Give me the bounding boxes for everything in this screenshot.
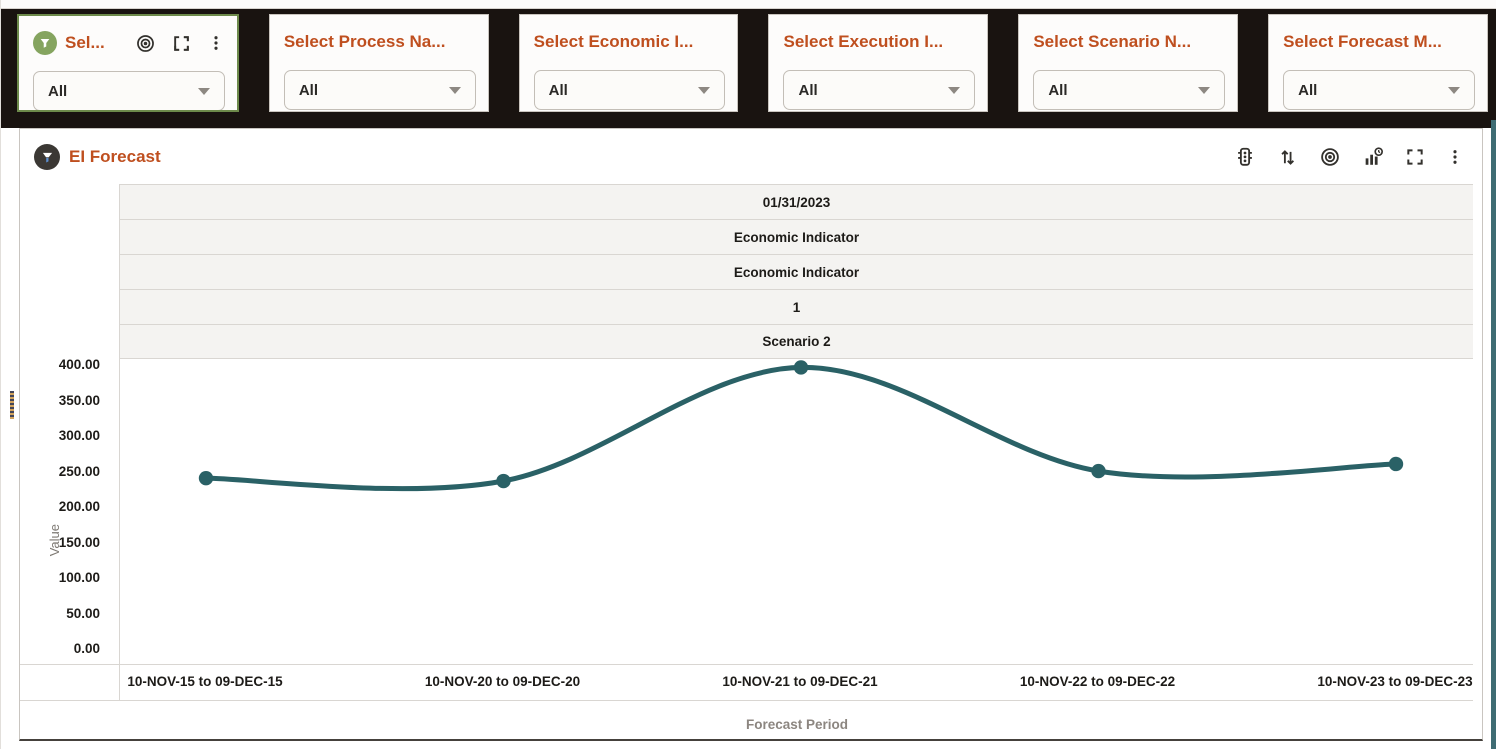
filter-card-process-name[interactable]: Select Process Na... All [268, 14, 489, 112]
filter-card-title: Select Scenario N... [1033, 32, 1192, 51]
filter-select-value: All [1298, 81, 1318, 99]
filter-card-title: Select Forecast M... [1283, 32, 1442, 51]
pivot-header-label: Economic Indicator [733, 229, 860, 245]
filter-card-execution-id[interactable]: Select Execution I... All [768, 14, 989, 112]
filter-select-value: All [798, 81, 818, 99]
pivot-header-row: 01/31/2023 [119, 184, 1473, 219]
maximize-icon[interactable] [1405, 147, 1425, 167]
panel-header: EI Forecast [34, 144, 161, 170]
pivot-header-row: Economic Indicator [119, 254, 1473, 289]
maximize-icon[interactable] [172, 34, 191, 53]
y-tick-label: 350.00 [58, 392, 100, 408]
filters-band: Sel... [1, 9, 1496, 128]
filter-select-value: All [1048, 81, 1068, 99]
menu-icon[interactable] [207, 34, 225, 52]
x-tick-label: 10-NOV-21 to 09-DEC-21 [722, 674, 878, 689]
chart-refresh-icon[interactable] [1362, 146, 1384, 168]
data-point[interactable] [1388, 456, 1404, 472]
splitter-drag-handle[interactable] [10, 391, 14, 419]
x-tick-label: 10-NOV-20 to 09-DEC-20 [424, 674, 581, 689]
filter-card-title: Select Economic I... [533, 32, 694, 51]
top-strip [1, 0, 1496, 9]
filter-select[interactable]: All [1283, 70, 1475, 110]
chart-canvas[interactable] [119, 359, 1475, 664]
caret-down-icon [698, 86, 711, 94]
filter-funnel-icon [33, 31, 57, 55]
panel-funnel-icon [34, 144, 60, 170]
filter-card-title: Sel... [65, 33, 105, 52]
y-tick-label: 0.00 [73, 641, 100, 656]
y-tick-label: 300.00 [58, 428, 100, 443]
filter-select[interactable]: All [283, 70, 476, 110]
filter-card-title: Select Execution I... [783, 32, 944, 51]
filter-card-economic-indicator[interactable]: Select Economic I... All [518, 14, 739, 112]
filter-select-value: All [548, 81, 568, 99]
x-tick-label: 10-NOV-15 to 09-DEC-15 [127, 674, 283, 689]
vertical-scrollbar[interactable] [1491, 120, 1496, 749]
y-axis-title: Value [47, 524, 62, 557]
panel-toolbar [1234, 146, 1464, 168]
data-point[interactable] [1091, 463, 1106, 479]
caret-down-icon [197, 87, 210, 95]
y-tick-label: 200.00 [58, 499, 100, 514]
menu-icon[interactable] [1446, 148, 1464, 166]
y-tick-label: 250.00 [58, 463, 100, 479]
filter-card-forecast-method[interactable]: Select Forecast M... All [1268, 14, 1488, 112]
filter-select-value: All [48, 82, 68, 100]
filter-select[interactable]: All [533, 70, 726, 110]
pivot-header-row: Scenario 2 [119, 324, 1473, 359]
pivot-header-label: 01/31/2023 [762, 194, 831, 210]
line-chart[interactable] [120, 359, 1476, 664]
series-line [203, 364, 1399, 492]
y-tick-label: 400.00 [58, 357, 100, 372]
caret-down-icon [1447, 86, 1460, 94]
filter-card-scenario-name[interactable]: Select Scenario N... All [1018, 14, 1239, 112]
ei-forecast-panel: EI Forecast [19, 128, 1483, 741]
filter-select[interactable]: All [1033, 70, 1226, 110]
y-tick-label: 50.00 [66, 605, 100, 621]
y-tick-label: 100.00 [58, 570, 100, 585]
traffic-light-icon[interactable] [1234, 146, 1256, 168]
y-tick-label: 150.00 [58, 534, 100, 550]
pivot-header-label: Economic Indicator [733, 264, 860, 280]
filter-card-title: Select Process Na... [283, 32, 446, 51]
pivot-header-row: Economic Indicator [119, 219, 1473, 254]
target-icon[interactable] [1319, 146, 1341, 168]
filter-card-select[interactable]: Sel... [17, 14, 239, 112]
data-point[interactable] [198, 470, 214, 486]
caret-down-icon [448, 86, 461, 94]
filter-select-value: All [298, 81, 318, 99]
caret-down-icon [1198, 86, 1211, 94]
caret-down-icon [948, 86, 961, 94]
data-point[interactable] [793, 360, 809, 375]
panel-title: EI Forecast [69, 147, 161, 166]
sort-icon[interactable] [1277, 147, 1298, 168]
pivot-header-label: Scenario 2 [762, 334, 831, 349]
axis-gutter-divider [119, 665, 120, 700]
x-tick-label: 10-NOV-23 to 09-DEC-23 [1317, 674, 1473, 689]
filter-select[interactable]: All [33, 71, 225, 110]
x-axis-title: Forecast Period [745, 717, 849, 732]
pivot-header-row: 1 [119, 289, 1473, 324]
pivot-header-label: 1 [792, 299, 801, 315]
filter-select[interactable]: All [783, 70, 976, 110]
x-tick-label: 10-NOV-22 to 09-DEC-22 [1019, 674, 1176, 689]
y-axis-labels: 0.00 50.00 100.00 150.00 200.00 250.00 300.00 3… [20, 357, 108, 664]
data-point[interactable] [496, 473, 511, 489]
x-axis: 10-NOV-15 to 09-DEC-15 10-NOV-20 to 09-DE… [20, 664, 1473, 701]
target-icon[interactable] [135, 33, 156, 54]
